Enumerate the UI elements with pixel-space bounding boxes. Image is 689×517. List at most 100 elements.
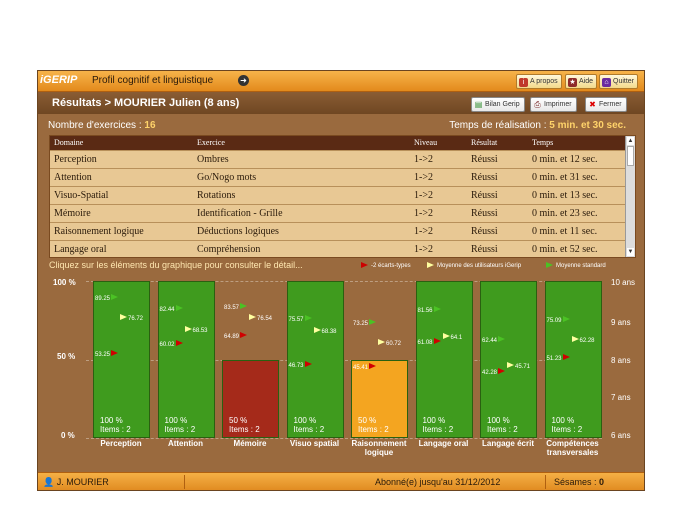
yellow-marker[interactable]: 68.38 [313, 326, 337, 335]
table-row[interactable]: Attention Go/Nogo mots 1->2 Réussi 0 min. et… [50, 169, 626, 187]
chart-legend-bar: Cliquez sur les éléments du graphique po… [49, 259, 639, 273]
green-marker[interactable]: 82.44 [160, 304, 184, 313]
table-cell: Raisonnement logique [54, 226, 144, 237]
green-marker[interactable]: 75.09 [547, 316, 571, 324]
marker-value: 64.1 [450, 335, 463, 342]
quitter-label: Quitter [613, 78, 635, 85]
red-marker[interactable]: 51.23 [547, 353, 571, 362]
flag-icon [507, 362, 514, 369]
column-header: Résultat [471, 138, 498, 147]
table-row[interactable]: Perception Ombres 1->2 Réussi 0 min. et 12 s… [50, 151, 626, 169]
chart-bar[interactable]: 50 % Items : 2 [222, 359, 279, 438]
table-cell: Réussi [471, 226, 498, 237]
star-icon: ★ [568, 78, 577, 87]
table-scrollbar[interactable]: ▲ ▼ [625, 136, 635, 257]
yellow-marker[interactable]: 62.28 [571, 336, 595, 344]
scroll-up-icon[interactable]: ▲ [627, 137, 634, 145]
table-cell: Réussi [471, 244, 498, 255]
red-marker[interactable]: 42.28 [482, 367, 506, 376]
red-marker[interactable]: 46.73 [288, 360, 313, 369]
exercise-count: Nombre d'exercices : 16 [48, 120, 156, 131]
quitter-button[interactable]: ⌂ Quitter [599, 74, 639, 89]
yellow-marker[interactable]: 60.72 [377, 338, 401, 347]
green-marker[interactable]: 81.56 [417, 305, 442, 314]
aide-button[interactable]: ★ Aide [565, 74, 598, 89]
results-header: Résultats > MOURIER Julien (8 ans) ▤ Bila… [38, 92, 644, 114]
table-cell: 0 min. et 12 sec. [532, 154, 598, 165]
flag-icon [111, 350, 119, 357]
exercise-table: Domaine Exercice Niveau Résultat Temps P… [49, 135, 636, 258]
bar-percent-label: 100 % [293, 416, 317, 425]
flag-icon [175, 304, 183, 311]
table-cell: 1->2 [414, 226, 433, 237]
red-marker[interactable]: 60.02 [160, 339, 184, 348]
green-marker[interactable]: 83.57 [224, 302, 248, 311]
yellow-marker[interactable]: 68.53 [184, 326, 208, 334]
scroll-thumb[interactable] [627, 146, 634, 166]
fermer-button[interactable]: ✖ Fermer [585, 97, 627, 112]
chart-bar[interactable]: 100 % Items : 2 [415, 281, 473, 438]
info-icon: i [519, 78, 528, 87]
yellow-marker[interactable]: 45.71 [506, 362, 530, 370]
yellow-flag-icon [427, 262, 434, 268]
flag-icon [175, 339, 183, 346]
bilan-gerip-button[interactable]: ▤ Bilan Gerip [471, 97, 525, 112]
apropos-label: A propos [530, 78, 558, 85]
table-cell: Déductions logiques [197, 226, 279, 237]
imprimer-button[interactable]: ⎙ Imprimer [530, 97, 577, 112]
red-marker[interactable]: 45.41 [353, 362, 377, 371]
bar-percent-label: 100 % [487, 416, 510, 425]
completion-time-label: Temps de réalisation : [449, 120, 547, 131]
green-marker[interactable]: 89.25 [95, 293, 119, 302]
category-label: Perception [100, 439, 142, 448]
table-row[interactable]: Langage oral Compréhension 1->2 Réussi 0 min… [50, 241, 626, 257]
chart-bar[interactable]: 100 % Items : 2 [286, 281, 344, 438]
table-cell: Ombres [197, 154, 229, 165]
yellow-marker[interactable]: 76.54 [248, 313, 272, 322]
table-cell: Réussi [471, 208, 498, 219]
marker-value: 45.41 [353, 364, 369, 371]
category-label: Langage écrit [481, 439, 534, 448]
status-bar: 👤 J. MOURIER Abonné(e) jusqu'au 31/12/20… [38, 472, 644, 490]
bar-percent-label: 100 % [551, 416, 575, 425]
flag-icon [562, 353, 570, 360]
next-arrow-icon[interactable]: ➜ [238, 75, 249, 86]
marker-value: 46.73 [288, 362, 304, 369]
flag-icon [562, 316, 570, 323]
scroll-down-icon[interactable]: ▼ [627, 248, 634, 256]
category-label: Mémoire [233, 439, 267, 448]
marker-value: 81.56 [417, 307, 433, 314]
table-row[interactable]: Mémoire Identification - Grille 1->2 Réussi… [50, 205, 626, 223]
flag-icon [240, 332, 248, 339]
chart-bar[interactable]: 100 % Items : 2 [480, 281, 537, 438]
green-marker[interactable]: 62.44 [482, 335, 506, 344]
user-icon: 👤 [43, 477, 55, 487]
chart-bar[interactable]: 100 % Items : 2 [544, 281, 602, 438]
table-cell: 0 min. et 11 sec. [532, 226, 598, 237]
green-marker[interactable]: 75.57 [289, 315, 313, 323]
table-row[interactable]: Raisonnement logique Déductions logiques 1… [50, 223, 626, 241]
marker-value: 62.28 [579, 338, 595, 345]
subscription-text: Abonné(e) jusqu'au 31/12/2012 [375, 477, 501, 487]
red-marker[interactable]: 61.08 [418, 338, 442, 346]
red-marker[interactable]: 64.89 [224, 332, 248, 340]
yellow-marker[interactable]: 64.1 [442, 333, 463, 342]
table-cell: 1->2 [414, 154, 433, 165]
green-marker[interactable]: 73.25 [353, 318, 377, 327]
legend-yellow-label: Moyenne des utilisateurs iGerip [437, 263, 522, 269]
age-tick-label: 7 ans [611, 393, 631, 402]
chart-bar[interactable]: 100 % Items : 2 [93, 281, 150, 438]
chart-bar[interactable]: 50 % Items : 2 [351, 359, 408, 438]
table-cell: Perception [54, 154, 97, 165]
table-row[interactable]: Visuo-Spatial Rotations 1->2 Réussi 0 min. e… [50, 187, 626, 205]
column-header: Niveau [414, 138, 438, 147]
red-marker[interactable]: 53.25 [95, 350, 119, 358]
yellow-marker[interactable]: 76.72 [119, 313, 143, 322]
table-cell: Visuo-Spatial [54, 190, 109, 201]
bar-percent-label: 100 % [100, 416, 123, 425]
table-cell: Identification - Grille [197, 208, 283, 219]
flag-icon [498, 367, 506, 374]
marker-value: 89.25 [95, 295, 111, 302]
chart-bar[interactable]: 100 % Items : 2 [157, 281, 215, 438]
